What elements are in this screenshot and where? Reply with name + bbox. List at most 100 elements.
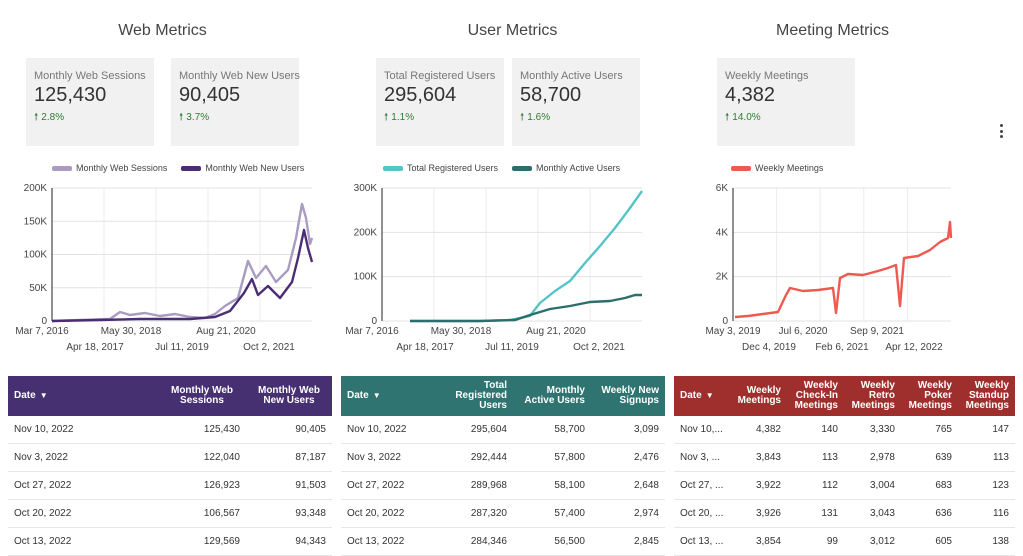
column-header[interactable]: Weekly Check-In Meetings: [794, 380, 838, 411]
column-header[interactable]: Monthly Active Users: [524, 385, 585, 406]
table-row[interactable]: Nov 10, 2022 125,430 90,405: [8, 416, 332, 444]
user-metrics-chart[interactable]: 0 100K 200K 300K Mar 7, 2016 May 30, 2018 Aug …: [330, 178, 660, 358]
value-cell: 123: [958, 471, 1015, 500]
value-cell: 639: [901, 443, 958, 472]
sort-down-icon: ▼: [372, 391, 381, 400]
value-cell: 99: [787, 527, 844, 556]
legend-item[interactable]: Monthly Web New Users: [181, 163, 304, 173]
x-tick-label: Aug 21, 2020: [196, 326, 256, 337]
web-metrics-chart[interactable]: 0 50K 100K 150K 200K Mar 7, 2016 May 30, 2018 A…: [0, 178, 330, 358]
meeting-metrics-chart[interactable]: 0 2K 4K 6K May 3, 2019 Jul 6, 2020 Sep 9, 2021…: [668, 178, 968, 358]
table-row[interactable]: Oct 13, 2022 284,346 56,500 2,845: [341, 527, 665, 556]
kpi-value: 58,700: [520, 84, 582, 106]
meeting-chart-legend: Weekly Meetings: [731, 163, 823, 173]
web-metrics-table: Date ▼ Monthly Web Sessions Monthly Web N…: [8, 376, 332, 556]
legend-swatch: [383, 165, 403, 171]
kpi-label: Monthly Active Users: [520, 70, 623, 82]
date-cell: Nov 3, ...: [674, 443, 730, 472]
date-cell: Oct 20, ...: [674, 499, 730, 528]
legend-item[interactable]: Monthly Web Sessions: [52, 163, 167, 173]
column-header-date[interactable]: Date ▼: [14, 390, 48, 401]
web-new-users-line[interactable]: [51, 228, 314, 323]
column-header[interactable]: Monthly Web New Users: [257, 385, 321, 406]
kpi-weekly-meetings[interactable]: Weekly Meetings 4,382 🠕 14.0%: [717, 58, 855, 146]
value-cell: 284,346: [439, 527, 513, 556]
table-row[interactable]: Nov 10, 2022 295,604 58,700 3,099: [341, 416, 665, 444]
x-tick-label: Mar 7, 2016: [15, 326, 69, 337]
y-tick-label: 300K: [354, 183, 378, 194]
x-tick-label: Jul 11, 2019: [485, 342, 539, 353]
value-cell: 90,405: [246, 416, 332, 444]
table-row[interactable]: Oct 27, 2022 126,923 91,503: [8, 471, 332, 500]
value-cell: 94,343: [246, 527, 332, 556]
table-row[interactable]: Nov 3, 2022 292,444 57,800 2,476: [341, 443, 665, 472]
column-header[interactable]: Weekly Poker Meetings: [908, 380, 952, 411]
table-row[interactable]: Oct 20, ... 3,926 131 3,043 636 116: [674, 499, 1015, 528]
kpi-monthly-active-users[interactable]: Monthly Active Users 58,700 🠕 1.6%: [512, 58, 640, 146]
x-tick-label: May 30, 2018: [431, 326, 492, 337]
column-header[interactable]: Weekly New Signups: [601, 385, 659, 406]
legend-item[interactable]: Monthly Active Users: [512, 163, 620, 173]
value-cell: 3,922: [730, 471, 787, 500]
user-metrics-title: User Metrics: [467, 22, 558, 39]
date-cell: Oct 13, ...: [674, 527, 730, 556]
kpi-monthly-web-new-users[interactable]: Monthly Web New Users 90,405 🠕 3.7%: [171, 58, 300, 146]
column-header[interactable]: Monthly Web Sessions: [170, 385, 234, 406]
kpi-value: 125,430: [34, 84, 107, 106]
table-row[interactable]: Oct 13, 2022 129,569 94,343: [8, 527, 332, 556]
date-cell: Oct 20, 2022: [341, 499, 439, 528]
value-cell: 122,040: [158, 443, 246, 472]
arrow-up-icon: 🠕: [384, 112, 389, 123]
value-cell: 3,043: [844, 499, 901, 528]
column-header-date[interactable]: Date ▼: [347, 390, 381, 401]
column-header-date[interactable]: Date ▼: [680, 390, 714, 401]
value-cell: 57,400: [513, 499, 591, 528]
value-cell: 87,187: [246, 443, 332, 472]
table-row[interactable]: Oct 27, ... 3,922 112 3,004 683 123: [674, 471, 1015, 500]
legend-swatch: [731, 165, 751, 171]
arrow-up-icon: 🠕: [179, 112, 184, 123]
legend-item[interactable]: Total Registered Users: [383, 163, 498, 173]
date-cell: Oct 20, 2022: [8, 499, 158, 528]
date-cell: Oct 13, 2022: [341, 527, 439, 556]
table-row[interactable]: Oct 20, 2022 287,320 57,400 2,974: [341, 499, 665, 528]
y-tick-label: 50K: [29, 283, 47, 294]
y-tick-label: 150K: [24, 216, 48, 227]
value-cell: 58,100: [513, 471, 591, 500]
table-row[interactable]: Nov 3, ... 3,843 113 2,978 639 113: [674, 443, 1015, 472]
kpi-delta: 🠕 2.8%: [34, 112, 65, 123]
kpi-label: Weekly Meetings: [725, 70, 809, 82]
value-cell: 292,444: [439, 443, 513, 472]
table-row[interactable]: Oct 13, ... 3,854 99 3,012 605 138: [674, 527, 1015, 556]
more-vert-icon[interactable]: [1000, 124, 1006, 138]
table-row[interactable]: Nov 10,... 4,382 140 3,330 765 147: [674, 416, 1015, 444]
active-users-line[interactable]: [410, 293, 642, 323]
weekly-meetings-line[interactable]: [734, 220, 953, 319]
table-row[interactable]: Nov 3, 2022 122,040 87,187: [8, 443, 332, 472]
kpi-delta: 🠕 1.1%: [384, 112, 415, 123]
y-tick-label: 200K: [354, 227, 378, 238]
x-tick-label: Sep 9, 2021: [850, 326, 904, 337]
column-header[interactable]: Weekly Standup Meetings: [965, 380, 1009, 411]
table-row[interactable]: Oct 27, 2022 289,968 58,100 2,648: [341, 471, 665, 500]
value-cell: 93,348: [246, 499, 332, 528]
kpi-total-registered-users[interactable]: Total Registered Users 295,604 🠕 1.1%: [376, 58, 504, 146]
y-tick-label: 6K: [716, 183, 729, 194]
x-tick-label: Feb 6, 2021: [815, 342, 869, 353]
value-cell: 2,476: [591, 443, 665, 472]
web-sessions-line[interactable]: [51, 202, 314, 323]
kpi-value: 295,604: [384, 84, 457, 106]
column-header[interactable]: Total Registered Users: [455, 380, 507, 411]
kpi-monthly-web-sessions[interactable]: Monthly Web Sessions 125,430 🠕 2.8%: [26, 58, 154, 146]
column-header[interactable]: Weekly Meetings: [737, 385, 781, 406]
value-cell: 3,854: [730, 527, 787, 556]
value-cell: 57,800: [513, 443, 591, 472]
legend-item[interactable]: Weekly Meetings: [731, 163, 823, 173]
sort-down-icon: ▼: [39, 391, 48, 400]
column-header[interactable]: Weekly Retro Meetings: [851, 380, 895, 411]
value-cell: 636: [901, 499, 958, 528]
table-row[interactable]: Oct 20, 2022 106,567 93,348: [8, 499, 332, 528]
kpi-label: Monthly Web New Users: [179, 70, 300, 82]
value-cell: 295,604: [439, 416, 513, 444]
x-tick-label: Jul 11, 2019: [155, 342, 209, 353]
